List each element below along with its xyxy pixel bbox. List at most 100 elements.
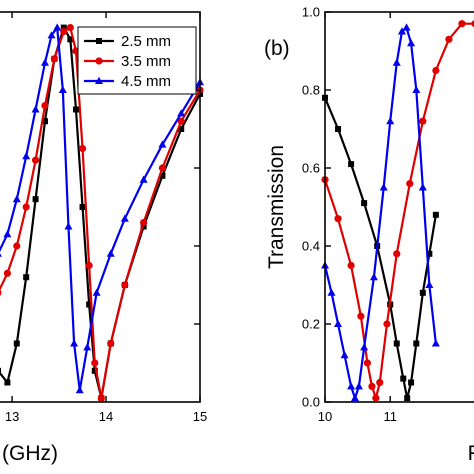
- data-point: [75, 386, 84, 394]
- data-point: [335, 126, 342, 132]
- data-point: [392, 58, 401, 66]
- data-point: [86, 301, 93, 308]
- data-point: [177, 117, 185, 125]
- data-point: [432, 66, 440, 75]
- data-point: [158, 164, 167, 172]
- data-point: [361, 200, 368, 207]
- data-point: [78, 144, 87, 153]
- data-point: [13, 242, 21, 250]
- data-point: [407, 39, 416, 47]
- legend: 2.5 mm 3.5 mm 4.5 mm: [77, 26, 197, 95]
- x-tick-label: 15: [193, 409, 207, 424]
- data-point: [369, 273, 378, 281]
- data-point: [79, 204, 86, 210]
- legend-entry: 3.5 mm: [121, 53, 171, 70]
- data-point: [107, 339, 115, 348]
- y-tick-label: 0.0: [302, 395, 320, 410]
- panel-label: (b): [264, 37, 290, 60]
- data-point: [0, 253, 2, 257]
- data-point: [50, 55, 58, 63]
- series-3-5-mm: [321, 20, 474, 403]
- x-tick-label: 10: [318, 409, 332, 424]
- data-point: [402, 23, 411, 31]
- data-point: [419, 289, 426, 296]
- data-point: [92, 288, 101, 296]
- data-point: [23, 274, 30, 281]
- data-point: [159, 172, 166, 179]
- data-point: [363, 359, 371, 367]
- data-point: [58, 85, 67, 93]
- data-point: [60, 24, 67, 31]
- data-point: [400, 375, 407, 382]
- data-point: [431, 339, 440, 347]
- y-tick-label: 1.0: [302, 5, 320, 20]
- data-point: [432, 211, 439, 218]
- data-point: [3, 230, 12, 238]
- data-point: [22, 203, 30, 211]
- data-point: [121, 281, 129, 289]
- plot-frame: [324, 11, 474, 403]
- data-point: [383, 320, 391, 328]
- legend-marker: [96, 38, 102, 44]
- data-point: [12, 195, 21, 203]
- data-point: [413, 340, 420, 347]
- x-tick-label: 13: [5, 409, 19, 424]
- data-point: [357, 312, 365, 320]
- data-point: [97, 394, 105, 402]
- data-point: [60, 27, 68, 36]
- data-point: [41, 118, 48, 125]
- plot-frame: [0, 11, 201, 403]
- data-point: [85, 261, 93, 270]
- data-point: [354, 382, 363, 390]
- data-point: [445, 35, 453, 43]
- data-point: [120, 214, 129, 222]
- data-point: [347, 261, 355, 270]
- series-2-5-mm: [322, 94, 439, 402]
- data-point: [458, 20, 466, 28]
- data-point: [66, 24, 74, 32]
- legend-entry: 4.5 mm: [121, 73, 171, 90]
- legend-marker: [95, 76, 103, 84]
- x-axis-label: F: [468, 442, 474, 465]
- panel-b: 10 11 0.0 0.2 0.4 0.6 0.8 1.0 F Transmission (b): [264, 5, 474, 465]
- data-point: [64, 222, 73, 230]
- data-point: [0, 367, 1, 374]
- y-tick-label: 0.4: [302, 239, 320, 254]
- data-point: [418, 183, 427, 191]
- series-line: [0, 25, 201, 399]
- panel-a: 13 14 15 (GHz) 2.5 mm 3.5 mm 4.5 mm: [0, 11, 207, 465]
- y-tick-label: 0.8: [302, 83, 320, 98]
- series-line: [323, 97, 437, 399]
- data-point: [139, 175, 148, 183]
- y-axis-label: Transmission: [265, 145, 288, 269]
- data-point: [379, 183, 388, 191]
- x-tick-label: 14: [99, 409, 113, 424]
- data-point: [31, 105, 40, 113]
- data-point: [3, 269, 11, 277]
- data-point: [47, 31, 56, 39]
- data-point: [334, 215, 342, 223]
- data-point: [13, 340, 20, 347]
- data-point: [372, 394, 380, 402]
- data-point: [404, 395, 411, 402]
- data-point: [426, 250, 433, 257]
- data-point: [0, 289, 2, 296]
- x-tick-label: 11: [383, 409, 397, 424]
- data-point: [70, 339, 79, 347]
- data-point: [91, 359, 99, 367]
- data-point: [83, 343, 92, 351]
- data-point: [106, 249, 115, 257]
- series-4-5-mm: [321, 23, 440, 402]
- data-point: [72, 106, 79, 113]
- data-point: [177, 109, 186, 117]
- data-point: [41, 102, 49, 110]
- data-point: [376, 378, 384, 387]
- data-point: [40, 58, 49, 66]
- data-point: [53, 23, 62, 31]
- data-point: [140, 219, 148, 227]
- data-point: [419, 117, 427, 125]
- data-point: [178, 126, 185, 132]
- data-point: [327, 288, 336, 296]
- data-point: [348, 161, 355, 168]
- data-point: [140, 223, 147, 230]
